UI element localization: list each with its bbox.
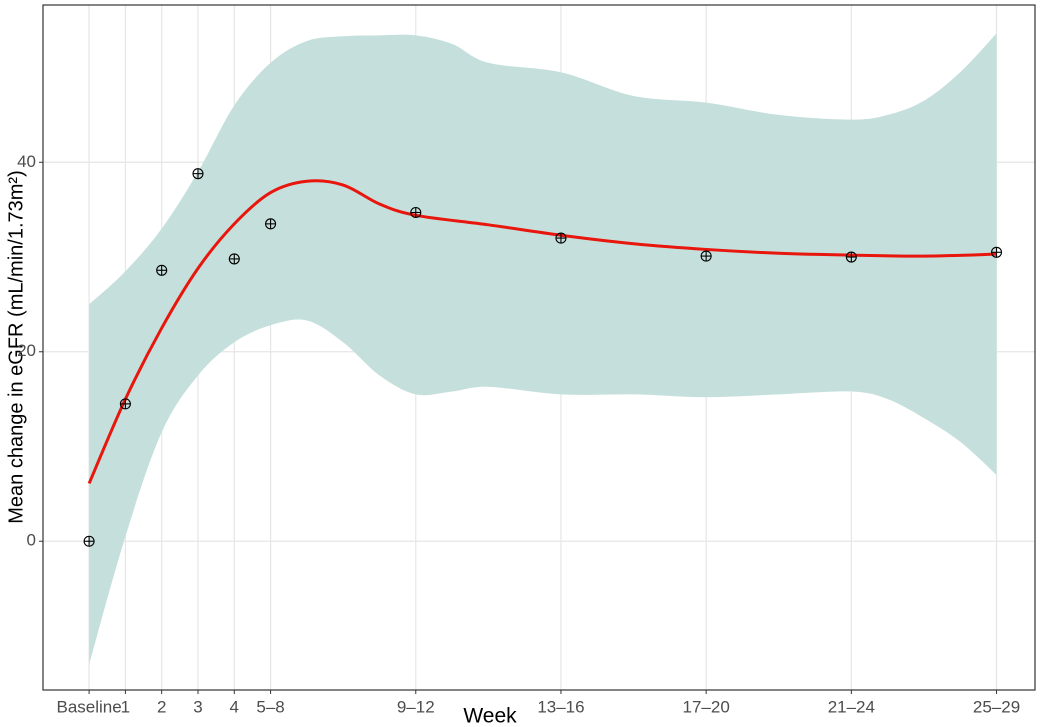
x-tick-label: 21–24 <box>828 697 875 716</box>
y-axis-label: Mean change in eGFR (mL/min/1.73m²) <box>5 170 27 523</box>
data-point <box>990 246 1003 258</box>
data-point <box>119 398 131 410</box>
x-axis-label: Week <box>463 705 517 727</box>
data-point <box>228 253 240 265</box>
x-tick-label: Baseline <box>56 697 121 716</box>
x-tick-label: 9–12 <box>397 697 435 716</box>
x-tick-label: 13–16 <box>537 697 584 716</box>
data-point <box>192 168 204 180</box>
x-tick-label: 1 <box>121 697 130 716</box>
data-point <box>83 535 95 547</box>
data-point <box>156 264 168 276</box>
data-point <box>410 206 422 219</box>
smooth-line <box>87 179 997 485</box>
x-tick-label: 4 <box>230 697 239 716</box>
x-tick-label: 2 <box>157 697 166 716</box>
x-tick-label: 3 <box>193 697 202 716</box>
data-point <box>265 218 277 230</box>
x-tick-label: 5–8 <box>256 697 284 716</box>
data-point <box>700 250 712 262</box>
panel-border <box>42 4 1036 691</box>
data-point <box>845 251 857 263</box>
x-tick-label: 17–20 <box>683 697 730 716</box>
y-tick-label: 20 <box>17 341 36 360</box>
y-tick-label: 0 <box>27 531 36 550</box>
x-tick-label: 25–29 <box>973 697 1020 716</box>
y-tick-label: 40 <box>17 152 36 171</box>
confidence-band <box>89 33 997 665</box>
data-point <box>555 232 567 244</box>
